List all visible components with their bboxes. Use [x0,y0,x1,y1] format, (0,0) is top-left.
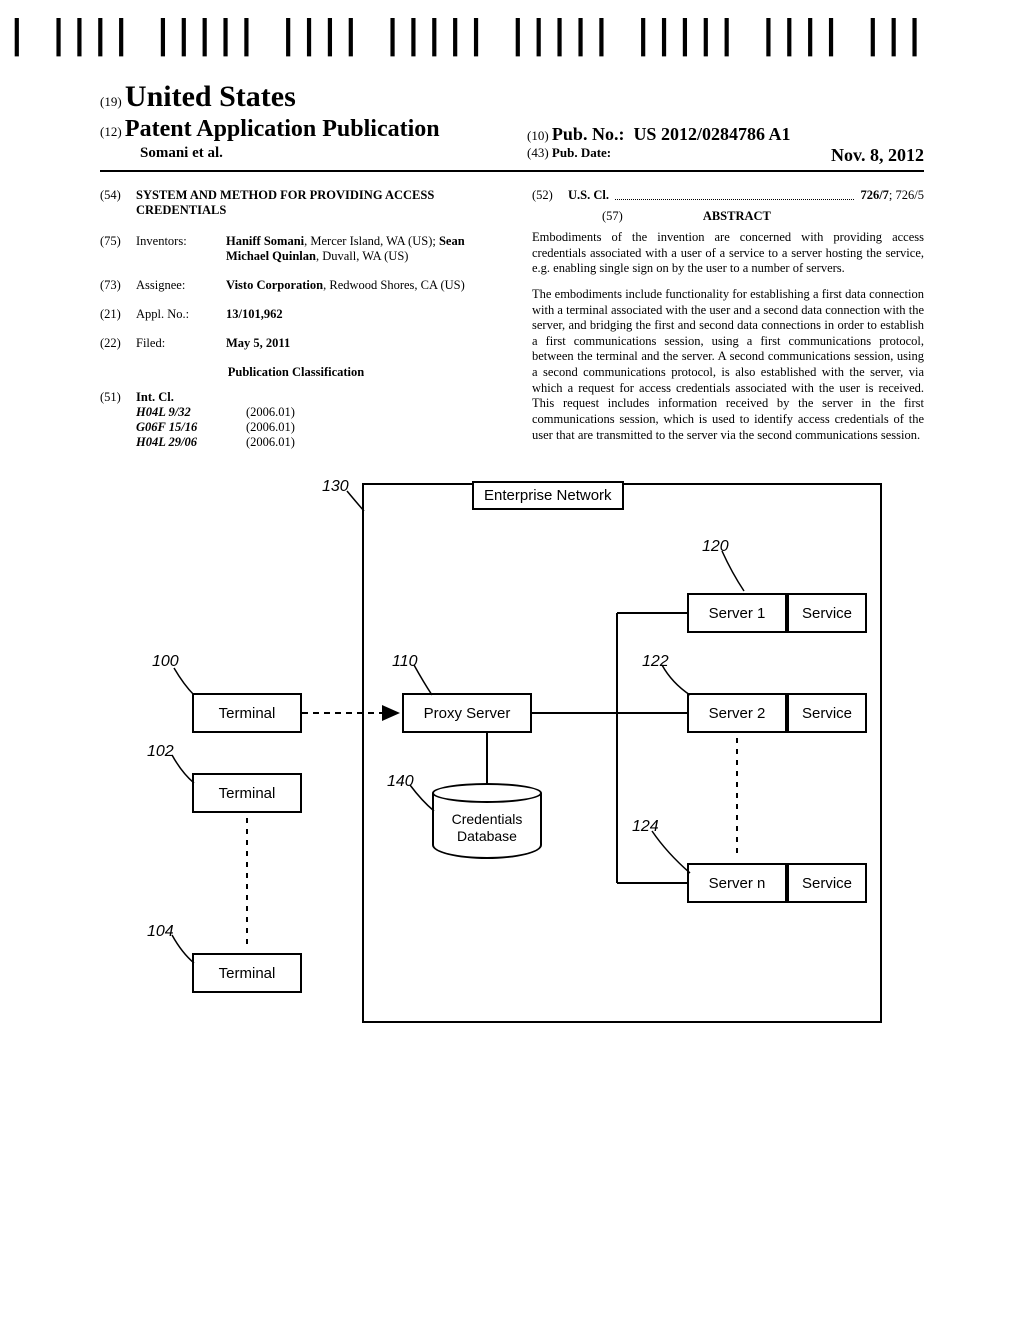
pubno-line: (10) Pub. No.: US 2012/0284786 A1 [527,124,924,145]
applno-row: (21) Appl. No.: 13/101,962 [100,307,492,322]
service-2: Service [787,693,867,733]
authors: Somani et al. [100,143,497,166]
proxy-label: Proxy Server [424,705,511,722]
pubdate-line: (43) Pub. Date: Nov. 8, 2012 [527,145,924,166]
abstract-para2: The embodiments include functionality fo… [532,287,924,443]
field-22: (22) [100,336,136,351]
title-block: (54) SYSTEM AND METHOD FOR PROVIDING ACC… [100,188,492,218]
barcode-block: ||||| ||||||| || ||||| |||| ||||| |||| |… [0,20,924,66]
abstract-label: ABSTRACT [703,209,771,224]
servicen-label: Service [802,875,852,892]
intcl-code-2: H04L 29/06 [136,435,246,450]
server-1: Server 1 [687,593,787,633]
service2-label: Service [802,705,852,722]
service-n: Service [787,863,867,903]
biblio-columns: (54) SYSTEM AND METHOD FOR PROVIDING ACC… [100,188,924,453]
pubdate: Nov. 8, 2012 [831,145,924,166]
ref-104: 104 [147,923,174,941]
assignee-row: (73) Assignee: Visto Corporation, Redwoo… [100,278,492,293]
intcl-year-1: (2006.01) [246,420,295,435]
intcl-label: Int. Cl. [136,390,174,404]
field-21: (21) [100,307,136,322]
uscl-label: U.S. Cl. [568,188,609,202]
ref-124: 124 [632,818,659,836]
servern-label: Server n [709,875,766,892]
intcl-year-2: (2006.01) [246,435,295,450]
terminal-n: Terminal [192,953,302,993]
ref-140: 140 [387,773,414,791]
terminal-n-label: Terminal [219,965,276,982]
ref-100: 100 [152,653,179,671]
field-54: (54) [100,188,136,218]
terminal-2-label: Terminal [219,785,276,802]
server1-label: Server 1 [709,605,766,622]
ref-102: 102 [147,743,174,761]
intcl-year-0: (2006.01) [246,405,295,420]
assignee-label: Assignee: [136,278,226,293]
service-1: Service [787,593,867,633]
inventor1-name: Haniff Somani [226,234,304,248]
field-52: (52) [532,188,568,203]
enterprise-network-label: Enterprise Network [472,481,624,510]
server2-label: Server 2 [709,705,766,722]
field-10: (10) [527,128,549,143]
ref-130: 130 [322,478,349,496]
field-75: (75) [100,234,136,264]
header-doctype-line: (12) Patent Application Publication [100,116,497,143]
applno: 13/101,962 [226,307,283,321]
pubno-label: Pub. No.: [552,124,625,144]
patent-title: SYSTEM AND METHOD FOR PROVIDING ACCESS C… [136,188,492,218]
terminal-1: Terminal [192,693,302,733]
uscl-row: (52) U.S. Cl. 726/7; 726/5 [532,188,924,203]
field-43: (43) [527,145,549,160]
terminal-2: Terminal [192,773,302,813]
ref-110: 110 [392,653,418,671]
ref-122: 122 [642,653,669,671]
assignee-loc: , Redwood Shores, CA (US) [323,278,465,292]
field-73: (73) [100,278,136,293]
abstract-para1: Embodiments of the invention are concern… [532,230,924,277]
assignee-name: Visto Corporation [226,278,323,292]
enterprise-network-box [362,483,882,1023]
ref-120: 120 [702,538,729,556]
intcl-code-0: H04L 9/32 [136,405,246,420]
server-2: Server 2 [687,693,787,733]
header-main-row: (12) Patent Application Publication Soma… [100,114,924,172]
filed-label: Filed: [136,336,226,351]
doctype: Patent Application Publication [125,116,440,142]
field-19: (19) [100,94,122,109]
left-column: (54) SYSTEM AND METHOD FOR PROVIDING ACC… [100,188,492,453]
pubclass-heading: Publication Classification [100,365,492,380]
applno-label: Appl. No.: [136,307,226,322]
proxy-server: Proxy Server [402,693,532,733]
uscl-dots [615,188,854,200]
right-column: (52) U.S. Cl. 726/7; 726/5 (57) ABSTRACT… [532,188,924,453]
credentials-database: Credentials Database [432,783,542,863]
intcl-codes: H04L 9/32(2006.01) G06F 15/16(2006.01) H… [136,405,492,450]
intcl-block: (51) Int. Cl. H04L 9/32(2006.01) G06F 15… [100,390,492,450]
inventor2-loc: , Duvall, WA (US) [316,249,408,263]
field-57: (57) [602,209,623,224]
service1-label: Service [802,605,852,622]
uscl-primary: 726/7 [860,188,888,202]
inventor1-loc: , Mercer Island, WA (US); [304,234,439,248]
server-n: Server n [687,863,787,903]
uscl-secondary: ; 726/5 [889,188,924,202]
header: (19) United States (12) Patent Applicati… [100,80,924,172]
header-country-line: (19) United States [100,80,924,114]
inventors-label: Inventors: [136,234,226,264]
inventors-row: (75) Inventors: Haniff Somani, Mercer Is… [100,234,492,264]
filed-row: (22) Filed: May 5, 2011 [100,336,492,351]
figure-diagram: Enterprise Network 130 120 100 110 122 1… [132,483,892,1043]
field-51: (51) [100,390,136,405]
field-12: (12) [100,124,122,139]
intcl-code-1: G06F 15/16 [136,420,246,435]
pubdate-label: Pub. Date: [552,145,611,160]
filed-date: May 5, 2011 [226,336,290,350]
barcode-pattern: ||||| ||||||| || ||||| |||| ||||| |||| |… [0,20,924,48]
country: United States [125,80,296,113]
credsdb-label: Credentials Database [434,811,540,845]
terminal-1-label: Terminal [219,705,276,722]
pubno: US 2012/0284786 A1 [633,124,790,144]
